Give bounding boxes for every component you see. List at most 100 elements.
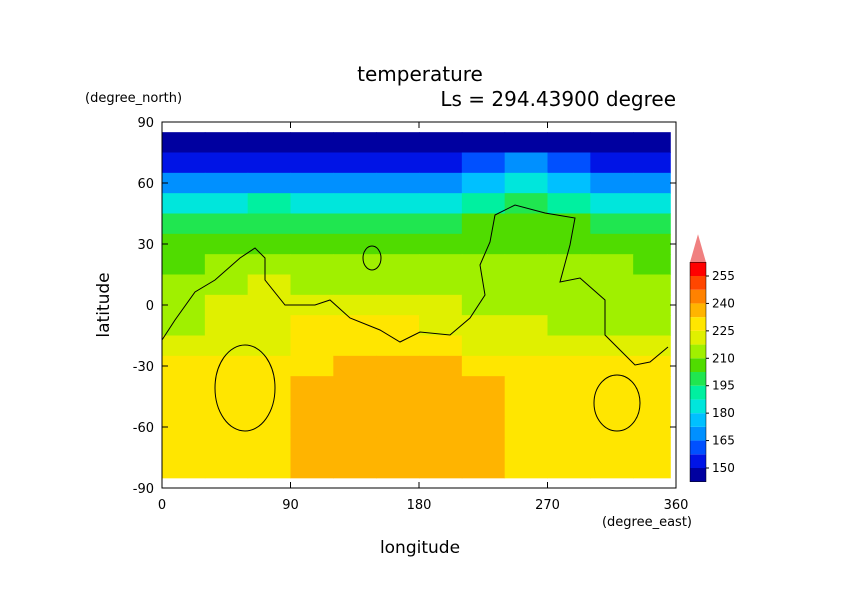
field-cell — [247, 335, 291, 357]
field-cell — [247, 355, 291, 377]
field-cell — [333, 315, 377, 336]
field-cell — [590, 457, 634, 479]
field-cell — [461, 193, 506, 214]
field-cell — [461, 213, 506, 235]
colorbar-segment — [690, 289, 706, 304]
field-cell — [504, 254, 548, 275]
field-cell — [461, 152, 506, 174]
field-cell — [333, 396, 377, 418]
field-cell — [633, 457, 671, 479]
colorbar-label: 180 — [712, 406, 735, 420]
field-cell — [590, 132, 634, 153]
field-cell — [590, 294, 634, 316]
field-cell — [633, 233, 671, 255]
field-cell — [376, 132, 420, 153]
field-cell — [247, 213, 291, 235]
field-cell — [590, 416, 634, 438]
field-cell — [290, 274, 334, 296]
field-cell — [333, 152, 377, 174]
field-cell — [590, 335, 634, 357]
field-cell — [633, 274, 671, 296]
field-cell — [504, 172, 548, 194]
colorbar-segment — [690, 413, 706, 427]
field-cell — [461, 335, 506, 357]
field-cell — [333, 233, 377, 255]
field-cell — [547, 172, 591, 194]
field-cell — [204, 437, 249, 458]
field-cell — [633, 437, 671, 458]
field-cell — [162, 132, 206, 153]
x-tick-label: 90 — [282, 498, 299, 513]
field-cell — [247, 315, 291, 336]
field-cell — [376, 437, 420, 458]
field-cell — [633, 335, 671, 357]
field-cell — [504, 274, 548, 296]
y-tick-label: 90 — [137, 116, 154, 131]
colorbar-label: 150 — [712, 461, 735, 475]
field-cell — [247, 132, 291, 153]
field-cell — [204, 152, 249, 174]
field-cell — [333, 172, 377, 194]
field-cell — [204, 172, 249, 194]
field-cell — [162, 355, 206, 377]
field-cell — [204, 355, 249, 377]
field-cell — [204, 376, 249, 397]
field-cell — [419, 437, 463, 458]
field-cell — [504, 294, 548, 316]
chart-title: temperature — [357, 62, 483, 86]
field-cell — [162, 152, 206, 174]
field-cell — [590, 376, 634, 397]
y-unit: (degree_north) — [85, 91, 182, 106]
x-unit: (degree_east) — [602, 515, 692, 530]
field-cell — [504, 457, 548, 479]
field-cell — [547, 437, 591, 458]
field-cell — [419, 233, 463, 255]
field-cell — [376, 233, 420, 255]
chart-subtitle: Ls = 294.43900 degree — [440, 87, 676, 111]
field-cell — [290, 457, 334, 479]
field-cell — [504, 132, 548, 153]
field-cell — [290, 416, 334, 438]
field-cell — [333, 132, 377, 153]
colorbar-segment — [690, 454, 706, 468]
field-cell — [162, 172, 206, 194]
field-cell — [547, 457, 591, 479]
field-cell — [633, 315, 671, 336]
field-cell — [333, 274, 377, 296]
y-tick-label: 0 — [146, 299, 154, 314]
field-cell — [204, 315, 249, 336]
field-cell — [333, 437, 377, 458]
field-cell — [247, 172, 291, 194]
field-cell — [504, 335, 548, 357]
field-cell — [419, 335, 463, 357]
field-cell — [504, 396, 548, 418]
y-tick-label: -60 — [133, 421, 154, 436]
field-cell — [290, 172, 334, 194]
field-cell — [547, 335, 591, 357]
field-cell — [290, 396, 334, 418]
field-cell — [376, 294, 420, 316]
colorbar-segment — [690, 385, 706, 400]
field-cell — [633, 416, 671, 438]
field-cell — [504, 213, 548, 235]
field-cell — [547, 315, 591, 336]
colorbar-segment — [690, 358, 706, 372]
field-cell — [419, 294, 463, 316]
field-cell — [504, 416, 548, 438]
field-cell — [590, 152, 634, 174]
field-cell — [247, 152, 291, 174]
field-cell — [547, 376, 591, 397]
field-cell — [461, 132, 506, 153]
field-cell — [333, 335, 377, 357]
field-cell — [162, 274, 206, 296]
field-cell — [162, 416, 206, 438]
field-cell — [333, 254, 377, 275]
field-cell — [633, 193, 671, 214]
field-cell — [204, 193, 249, 214]
field-cell — [204, 335, 249, 357]
field-cell — [419, 193, 463, 214]
colorbar-label: 225 — [712, 324, 735, 338]
field-cell — [547, 152, 591, 174]
field-cell — [333, 193, 377, 214]
field-cell — [461, 294, 506, 316]
